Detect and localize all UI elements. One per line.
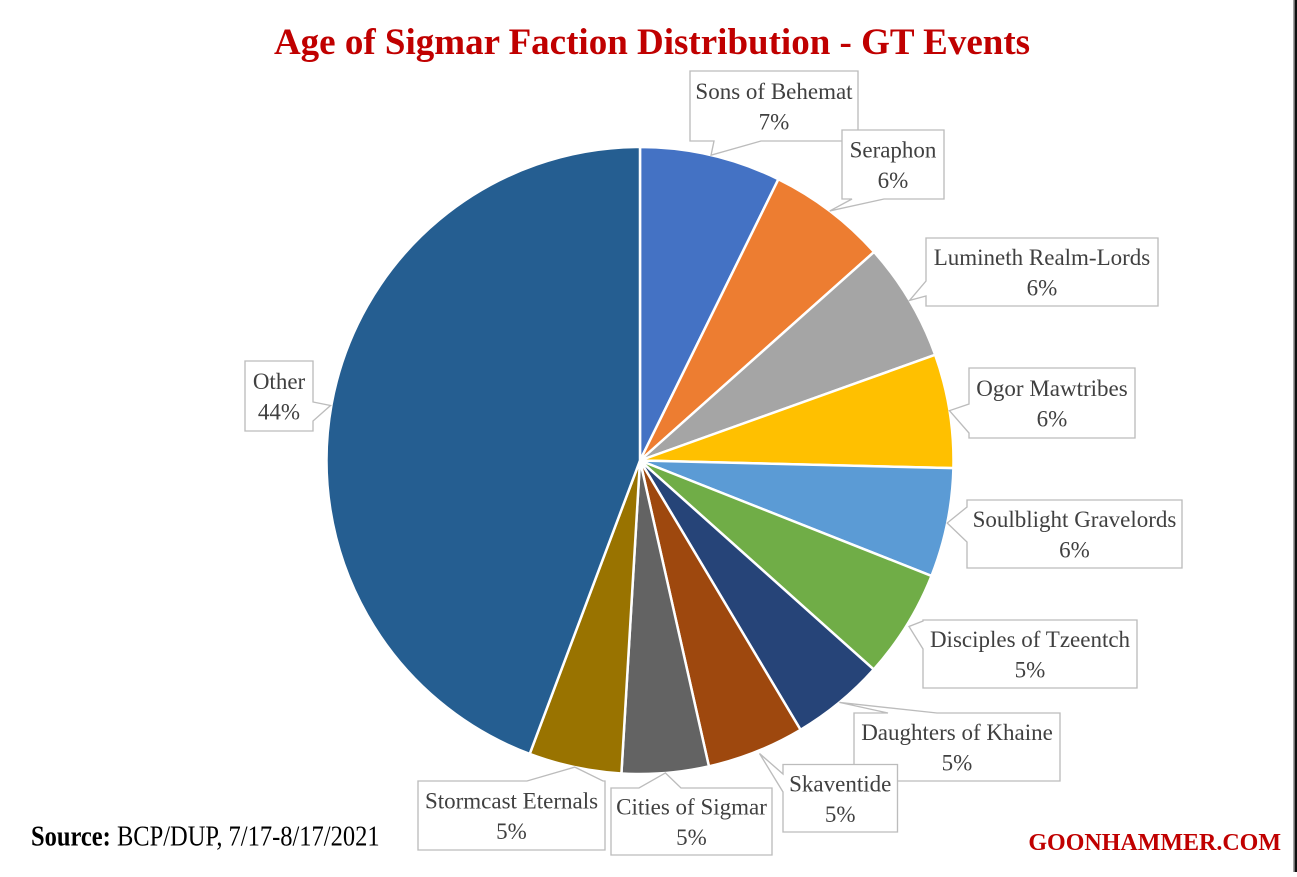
svg-text:6%: 6%	[1027, 276, 1058, 301]
svg-text:Ogor Mawtribes: Ogor Mawtribes	[976, 376, 1127, 401]
svg-text:Other: Other	[253, 369, 306, 394]
svg-text:7%: 7%	[759, 110, 790, 135]
svg-text:GOONHAMMER.COM: GOONHAMMER.COM	[1028, 830, 1281, 856]
svg-text:Disciples of Tzeentch: Disciples of Tzeentch	[930, 627, 1131, 652]
svg-text:Lumineth Realm-Lords: Lumineth Realm-Lords	[934, 245, 1151, 270]
svg-text:5%: 5%	[942, 751, 973, 776]
svg-text:6%: 6%	[1037, 407, 1068, 432]
svg-text:Daughters of Khaine: Daughters of Khaine	[861, 720, 1053, 745]
svg-text:Seraphon: Seraphon	[850, 138, 937, 163]
svg-text:5%: 5%	[1015, 658, 1046, 683]
svg-text:Skaventide: Skaventide	[789, 771, 891, 796]
svg-text:Stormcast Eternals: Stormcast Eternals	[425, 789, 598, 814]
svg-text:Sons of Behemat: Sons of Behemat	[695, 79, 853, 104]
svg-text:Source: BCP/DUP, 7/17-8/17/202: Source: BCP/DUP, 7/17-8/17/2021	[31, 820, 380, 852]
svg-text:5%: 5%	[676, 825, 707, 850]
svg-text:5%: 5%	[825, 802, 856, 827]
svg-text:Cities of Sigmar: Cities of Sigmar	[616, 795, 767, 820]
svg-text:6%: 6%	[1059, 538, 1090, 563]
svg-text:Soulblight Gravelords: Soulblight Gravelords	[973, 507, 1177, 532]
svg-text:6%: 6%	[878, 168, 909, 193]
svg-text:Age of Sigmar Faction Distribu: Age of Sigmar Faction Distribution - GT …	[274, 22, 1030, 63]
svg-text:5%: 5%	[496, 819, 527, 844]
svg-text:44%: 44%	[258, 400, 300, 425]
